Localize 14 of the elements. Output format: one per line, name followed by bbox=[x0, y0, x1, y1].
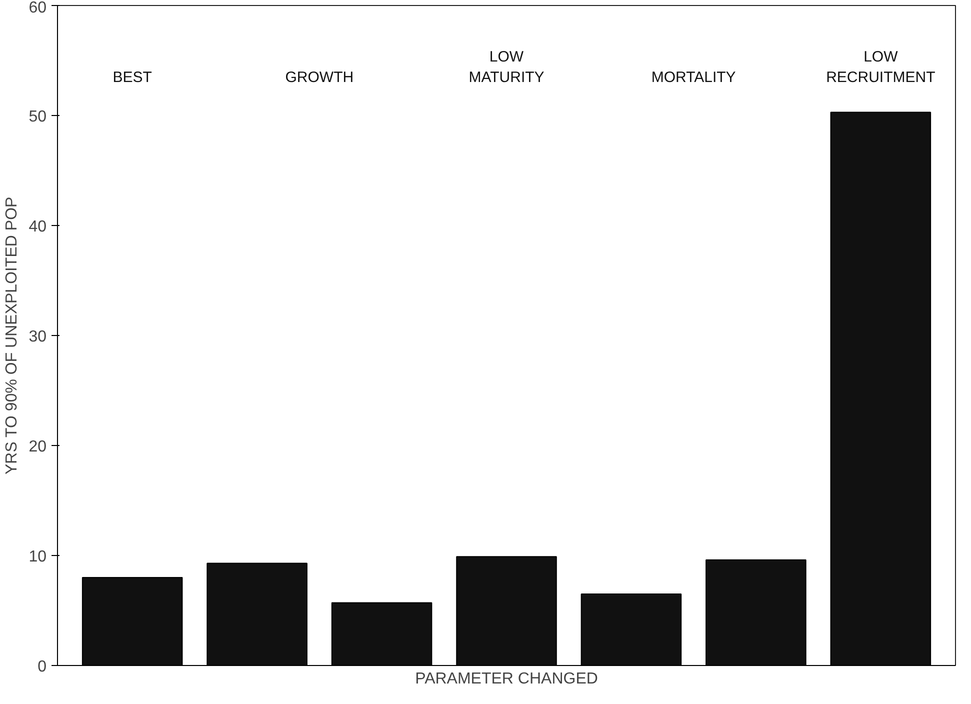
x-tick-label: GROWTH bbox=[285, 68, 354, 86]
x-axis-title: PARAMETER CHANGED bbox=[415, 670, 598, 688]
x-tick-label: LOW RECRUITMENT bbox=[826, 48, 936, 86]
y-tick-label: 50 bbox=[28, 108, 47, 126]
y-tick-label: 40 bbox=[28, 218, 47, 236]
y-tick-label: 10 bbox=[28, 548, 47, 566]
y-tick-label: 30 bbox=[28, 328, 47, 346]
y-tick-label: 0 bbox=[38, 658, 47, 676]
y-tick-label: 60 bbox=[28, 0, 47, 16]
x-tick-label: BEST bbox=[112, 68, 152, 86]
y-tick-label: 20 bbox=[28, 438, 47, 456]
y-axis-title: YRS TO 90% OF UNEXPLOITED POP bbox=[4, 196, 21, 474]
x-tick-label: LOW MATURITY bbox=[468, 48, 544, 86]
x-tick-label: MORTALITY bbox=[651, 68, 736, 86]
